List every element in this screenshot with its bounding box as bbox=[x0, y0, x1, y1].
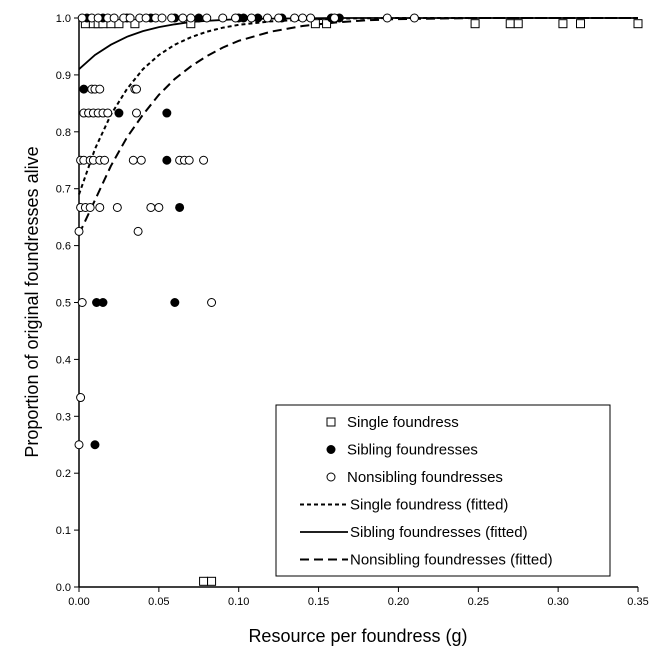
data-point bbox=[95, 84, 105, 94]
data-point bbox=[199, 576, 209, 586]
data-point bbox=[93, 13, 103, 23]
legend: Single foundress Sibling foundresses Nonsi… bbox=[275, 404, 611, 577]
data-point bbox=[239, 13, 249, 23]
data-point bbox=[100, 155, 110, 165]
data-point bbox=[202, 13, 212, 23]
data-point bbox=[74, 440, 84, 450]
y-tick-label: 0.7 bbox=[56, 184, 71, 196]
data-point bbox=[175, 202, 185, 212]
legend-label: Single foundress bbox=[347, 414, 459, 431]
data-point bbox=[114, 108, 124, 118]
y-tick-label: 0.5 bbox=[56, 298, 71, 310]
y-axis-label: Proportion of original foundresses alive bbox=[22, 146, 42, 457]
data-point bbox=[470, 19, 480, 29]
data-point bbox=[199, 155, 209, 165]
y-tick-label: 0.4 bbox=[56, 354, 71, 366]
data-point bbox=[76, 393, 86, 403]
data-point bbox=[184, 155, 194, 165]
data-point bbox=[162, 155, 172, 165]
data-point bbox=[306, 13, 316, 23]
data-point bbox=[330, 13, 340, 23]
legend-label: Sibling foundresses bbox=[347, 442, 478, 459]
data-point bbox=[125, 13, 135, 23]
legend-marker bbox=[326, 445, 336, 454]
x-tick-label: 0.15 bbox=[308, 596, 329, 608]
data-point bbox=[558, 19, 568, 29]
fitted-curve bbox=[78, 17, 638, 195]
x-tick-label: 0.30 bbox=[547, 596, 568, 608]
data-point bbox=[136, 155, 146, 165]
data-point bbox=[114, 19, 124, 29]
data-point bbox=[310, 19, 320, 29]
data-point bbox=[131, 108, 141, 118]
data-point bbox=[112, 202, 122, 212]
data-point bbox=[262, 13, 272, 23]
data-point bbox=[77, 298, 87, 307]
data-point bbox=[290, 13, 300, 23]
y-tick-label: 0.6 bbox=[56, 241, 71, 253]
data-point bbox=[141, 13, 151, 23]
y-tick-label: 0.8 bbox=[56, 127, 71, 139]
data-point bbox=[178, 13, 188, 23]
data-point bbox=[157, 13, 167, 23]
data-point bbox=[90, 440, 100, 450]
y-tick-label: 0.3 bbox=[56, 411, 71, 423]
legend-label: Single foundress (fitted) bbox=[350, 497, 508, 514]
fitted-curve bbox=[78, 17, 638, 235]
plot-area: 0.0 0.1 0.2 0.3 0.4 0.5 0.6 0.7 0.8 0.9 1.0 0.00 0.0… bbox=[56, 13, 649, 608]
data-point bbox=[409, 13, 419, 23]
data-point bbox=[167, 13, 177, 23]
legend-box bbox=[275, 404, 611, 577]
x-tick-label: 0.10 bbox=[228, 596, 249, 608]
x-tick-label: 0.00 bbox=[68, 596, 89, 608]
y-tick-label: 0.0 bbox=[56, 582, 71, 594]
data-point bbox=[130, 19, 140, 29]
data-point bbox=[170, 298, 180, 307]
data-point bbox=[133, 226, 143, 236]
y-tick-label: 1.0 bbox=[56, 13, 71, 25]
legend-marker bbox=[326, 417, 336, 427]
data-point bbox=[633, 19, 643, 29]
data-point bbox=[207, 576, 217, 586]
y-tick-label: 0.1 bbox=[56, 525, 71, 537]
x-tick-label: 0.20 bbox=[388, 596, 409, 608]
x-tick-label: 0.05 bbox=[148, 596, 169, 608]
y-tick-label: 0.2 bbox=[56, 468, 71, 480]
data-point bbox=[85, 202, 95, 212]
data-point bbox=[98, 298, 108, 307]
legend-label: Sibling foundresses (fitted) bbox=[350, 524, 528, 541]
data-point bbox=[186, 13, 196, 23]
data-point bbox=[322, 19, 332, 29]
data-point bbox=[74, 226, 84, 236]
data-point bbox=[505, 19, 515, 29]
data-point bbox=[274, 13, 284, 23]
data-point bbox=[128, 155, 138, 165]
legend-label: Nonsibling foundresses bbox=[347, 469, 503, 486]
data-point bbox=[103, 108, 113, 118]
data-point bbox=[77, 13, 87, 23]
data-point bbox=[162, 108, 172, 118]
data-point bbox=[95, 202, 105, 212]
data-point bbox=[513, 19, 523, 29]
data-point bbox=[154, 202, 164, 212]
y-tick-label: 0.9 bbox=[56, 70, 71, 82]
data-point bbox=[382, 13, 392, 23]
legend-marker bbox=[326, 472, 336, 482]
data-point bbox=[218, 13, 228, 23]
data-point bbox=[246, 13, 256, 23]
data-point bbox=[79, 84, 89, 94]
data-point bbox=[231, 13, 241, 23]
x-tick-label: 0.25 bbox=[468, 596, 489, 608]
legend-label: Nonsibling foundresses (fitted) bbox=[350, 552, 553, 569]
data-point bbox=[298, 13, 308, 23]
x-axis-label: Resource per foundress (g) bbox=[248, 626, 467, 646]
x-tick-label: 0.35 bbox=[627, 596, 648, 608]
data-point bbox=[131, 84, 141, 94]
data-point bbox=[576, 19, 586, 29]
data-point bbox=[146, 202, 156, 212]
data-point bbox=[109, 13, 119, 23]
data-point bbox=[207, 298, 217, 307]
data-point bbox=[194, 13, 204, 23]
